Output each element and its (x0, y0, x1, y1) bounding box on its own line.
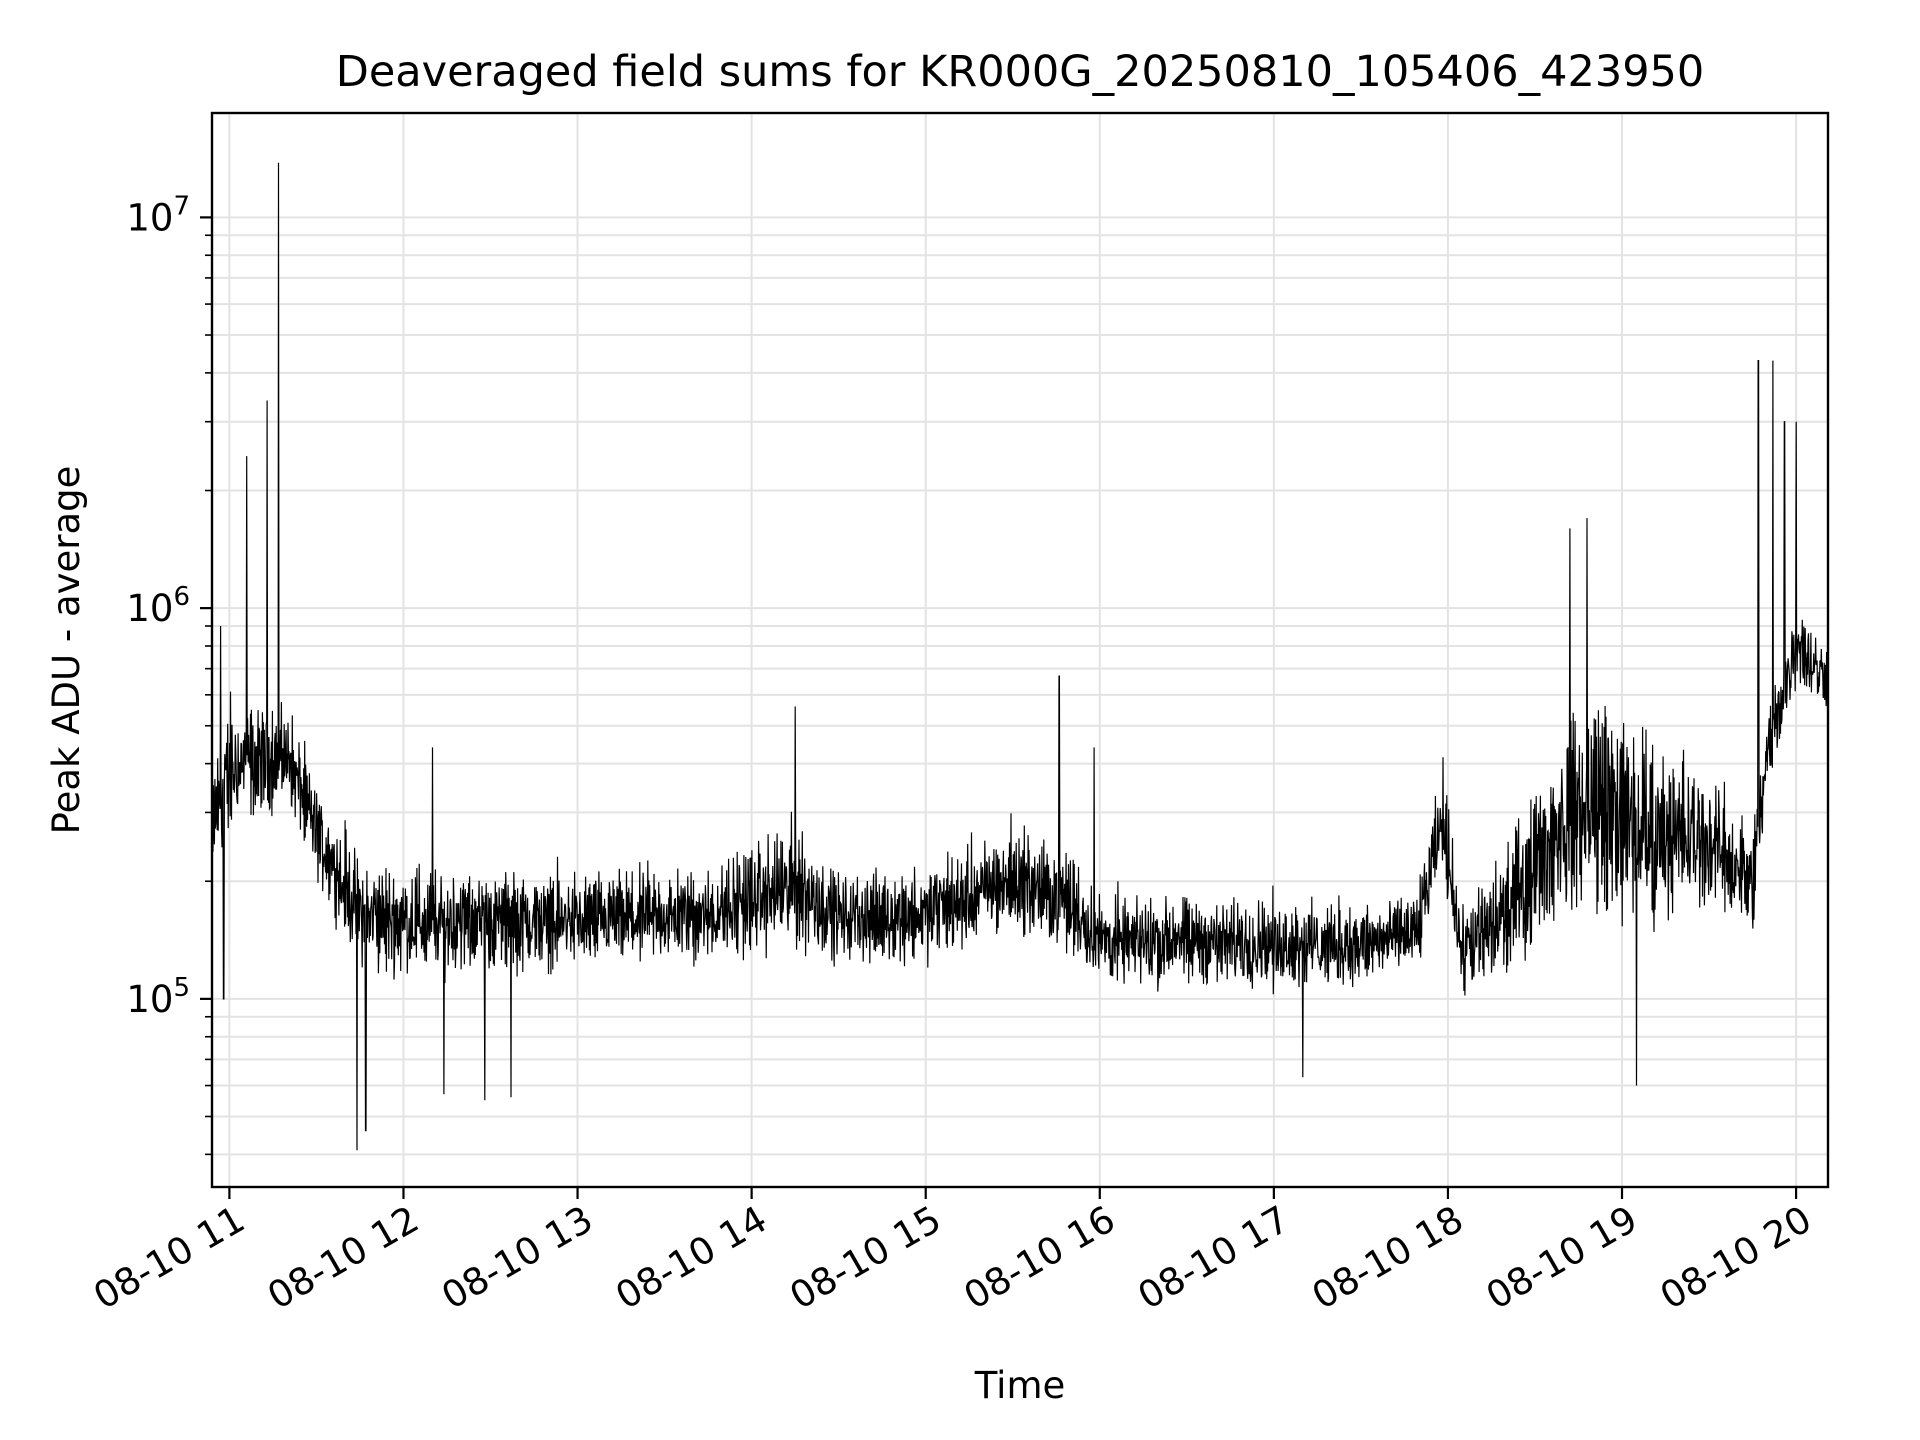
x-axis-label: Time (974, 1364, 1066, 1407)
y-tick-label: 107 (126, 191, 190, 239)
y-tick-label: 106 (126, 582, 190, 630)
x-tick-label: 08-10 15 (783, 1198, 949, 1318)
x-tick-label: 08-10 11 (86, 1198, 252, 1318)
x-tick-label: 08-10 19 (1479, 1198, 1645, 1318)
plot-frame (210, 111, 1830, 1189)
grid (212, 113, 1828, 1187)
series-line (211, 162, 1829, 1151)
y-tick-label: 105 (126, 973, 190, 1021)
x-tick-label: 08-10 13 (434, 1198, 600, 1318)
y-axis-label: Peak ADU - average (45, 466, 88, 835)
x-tick-label: 08-10 18 (1305, 1198, 1471, 1318)
series-trace (211, 162, 1829, 1151)
x-tick-label: 08-10 14 (609, 1198, 775, 1318)
x-tick-label: 08-10 16 (957, 1198, 1123, 1318)
x-tick-label: 08-10 12 (260, 1198, 426, 1318)
x-tick-label: 08-10 20 (1653, 1198, 1819, 1318)
x-tick-label: 08-10 17 (1131, 1198, 1297, 1318)
chart-title: Deaveraged field sums for KR000G_2025081… (336, 47, 1705, 97)
